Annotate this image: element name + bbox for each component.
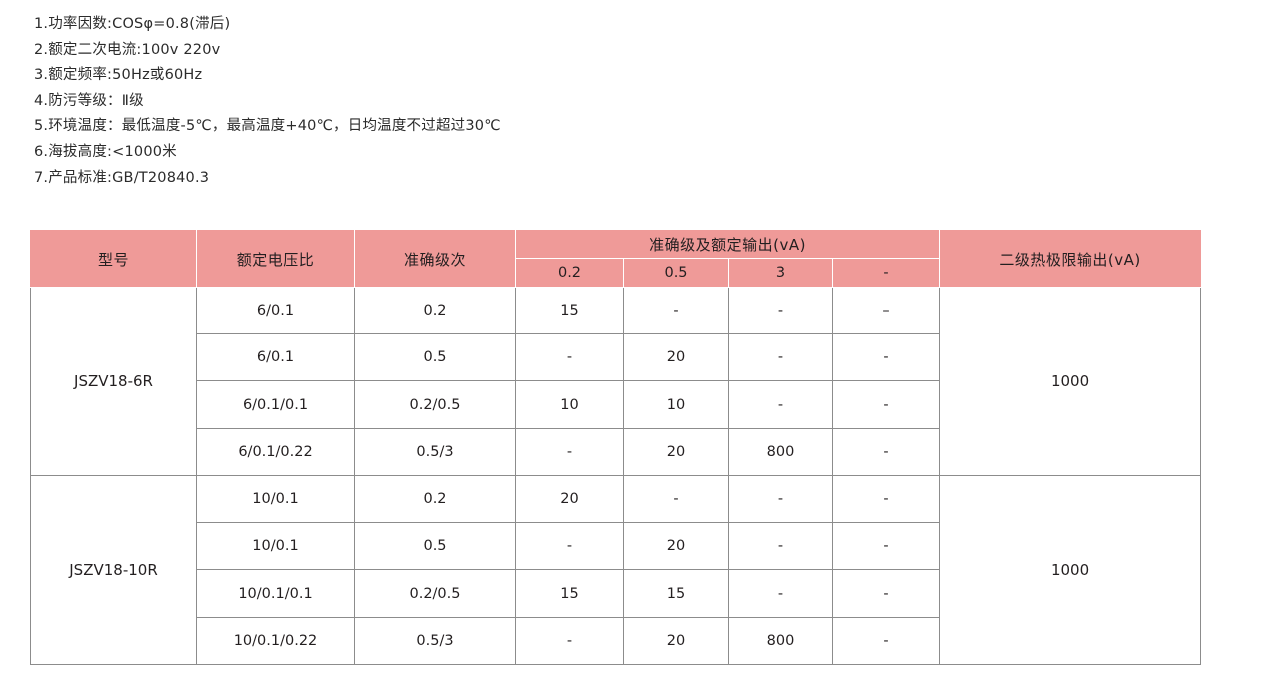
cell-output-0-5: 20 (623, 427, 729, 476)
header-model: 型号 (30, 230, 197, 288)
cell-accuracy-class: 0.5 (354, 333, 516, 382)
cell-output-dash: – (831, 286, 941, 335)
cell-output-3: - (728, 380, 833, 429)
header-accuracy-class: 准确级次 (354, 230, 516, 288)
cell-output-0-5: 20 (623, 333, 729, 382)
header-accuracy-output-group: 准确级及额定输出(vA) (514, 230, 941, 259)
cell-output-3: - (728, 569, 833, 618)
cell-accuracy-class: 0.2 (354, 474, 516, 524)
cell-voltage-ratio: 6/0.1 (196, 333, 355, 382)
cell-output-0-2: 20 (515, 474, 624, 524)
table-row: 6/0.1 0.5 - 20 - - (31, 333, 1201, 382)
cell-voltage-ratio: 6/0.1/0.22 (196, 427, 355, 476)
cell-output-dash: - (831, 616, 941, 666)
cell-output-0-5: - (623, 286, 729, 335)
cell-voltage-ratio: 6/0.1/0.1 (196, 380, 355, 429)
spec-line-7: 7.产品标准:GB/T20840.3 (34, 169, 210, 186)
cell-accuracy-class: 0.2/0.5 (354, 569, 516, 618)
table-header-row-1: 型号 额定电压比 准确级次 准确级及额定输出(vA) 二级热极限输出(vA) (30, 230, 1202, 288)
cell-output-0-2: - (515, 427, 624, 476)
cell-output-3: - (728, 522, 833, 571)
cell-output-0-5: 20 (623, 616, 729, 666)
cell-output-dash: - (831, 522, 941, 571)
table-row: 10/0.1/0.22 0.5/3 - 20 800 - (31, 616, 1201, 666)
cell-output-0-2: 15 (515, 569, 624, 618)
cell-output-0-2: - (515, 522, 624, 571)
product-parameter-table: 型号 额定电压比 准确级次 准确级及额定输出(vA) 二级热极限输出(vA) 0… (30, 230, 1202, 666)
header-sub-3: 3 (728, 258, 833, 288)
cell-thermal-limit: 1000 (939, 474, 1202, 666)
cell-output-dash: - (831, 380, 941, 429)
cell-accuracy-class: 0.5 (354, 522, 516, 571)
cell-voltage-ratio: 10/0.1/0.22 (196, 616, 355, 666)
cell-output-3: - (728, 474, 833, 524)
table-row: 6/0.1/0.22 0.5/3 - 20 800 - (31, 427, 1201, 476)
product-parameter-table-wrapper: 型号 额定电压比 准确级次 准确级及额定输出(vA) 二级热极限输出(vA) 0… (30, 230, 1202, 666)
spec-line-4: 4.防污等级：Ⅱ级 (34, 92, 144, 109)
table-row: JSZV18-6R 6/0.1 0.2 15 - - – 1000 (30, 286, 1202, 476)
cell-thermal-limit: 1000 (939, 287, 1202, 476)
spec-line-2: 2.额定二次电流:100v 220v (34, 41, 221, 58)
cell-output-dash: - (831, 474, 941, 524)
spec-line-5: 5.环境温度：最低温度-5℃，最高温度+40℃，日均温度不过超过30℃ (34, 118, 501, 135)
cell-accuracy-class: 0.2/0.5 (354, 380, 516, 429)
header-sub-0-2: 0.2 (515, 258, 624, 288)
cell-output-dash: - (831, 333, 941, 382)
cell-output-0-2: 10 (515, 380, 624, 429)
cell-accuracy-class: 0.5/3 (354, 427, 516, 476)
spec-line-6: 6.海拔高度:<1000米 (34, 143, 177, 160)
cell-voltage-ratio: 10/0.1 (196, 522, 355, 571)
cell-model: JSZV18-10R (30, 474, 197, 666)
specification-list: 1.功率因数:COSφ=0.8(滞后) 2.额定二次电流:100v 220v 3… (34, 12, 1134, 191)
cell-output-0-2: 15 (515, 286, 624, 335)
cell-output-0-2: - (515, 333, 624, 382)
cell-output-0-5: 20 (623, 522, 729, 571)
table-row: 10/0.1/0.1 0.2/0.5 15 15 - - (31, 569, 1201, 618)
header-voltage-ratio: 额定电压比 (196, 230, 355, 288)
spec-line-1: 1.功率因数:COSφ=0.8(滞后) (34, 16, 231, 32)
header-sub-0-5: 0.5 (623, 258, 729, 288)
cell-output-0-5: 15 (623, 569, 729, 618)
cell-accuracy-class: 0.2 (354, 286, 516, 335)
cell-accuracy-class: 0.5/3 (354, 616, 516, 666)
header-thermal-limit: 二级热极限输出(vA) (939, 230, 1202, 288)
cell-output-dash: - (831, 569, 941, 618)
cell-output-3: - (728, 333, 833, 382)
cell-model: JSZV18-6R (30, 287, 197, 476)
cell-output-3: 800 (728, 427, 833, 476)
cell-output-3: 800 (728, 616, 833, 666)
cell-output-dash: - (831, 427, 941, 476)
cell-output-0-2: - (515, 616, 624, 666)
cell-voltage-ratio: 10/0.1 (196, 474, 355, 524)
table-row: JSZV18-10R 10/0.1 0.2 20 - - - 1000 (30, 474, 1202, 666)
cell-voltage-ratio: 6/0.1 (196, 286, 355, 335)
cell-voltage-ratio: 10/0.1/0.1 (196, 569, 355, 618)
header-sub-dash: - (831, 258, 941, 288)
cell-output-0-5: 10 (623, 380, 729, 429)
spec-line-3: 3.额定频率:50Hz或60Hz (34, 67, 203, 84)
cell-output-3: - (728, 286, 833, 335)
cell-output-0-5: - (623, 474, 729, 524)
table-header-row-2: 0.2 0.5 3 - (31, 258, 1201, 288)
